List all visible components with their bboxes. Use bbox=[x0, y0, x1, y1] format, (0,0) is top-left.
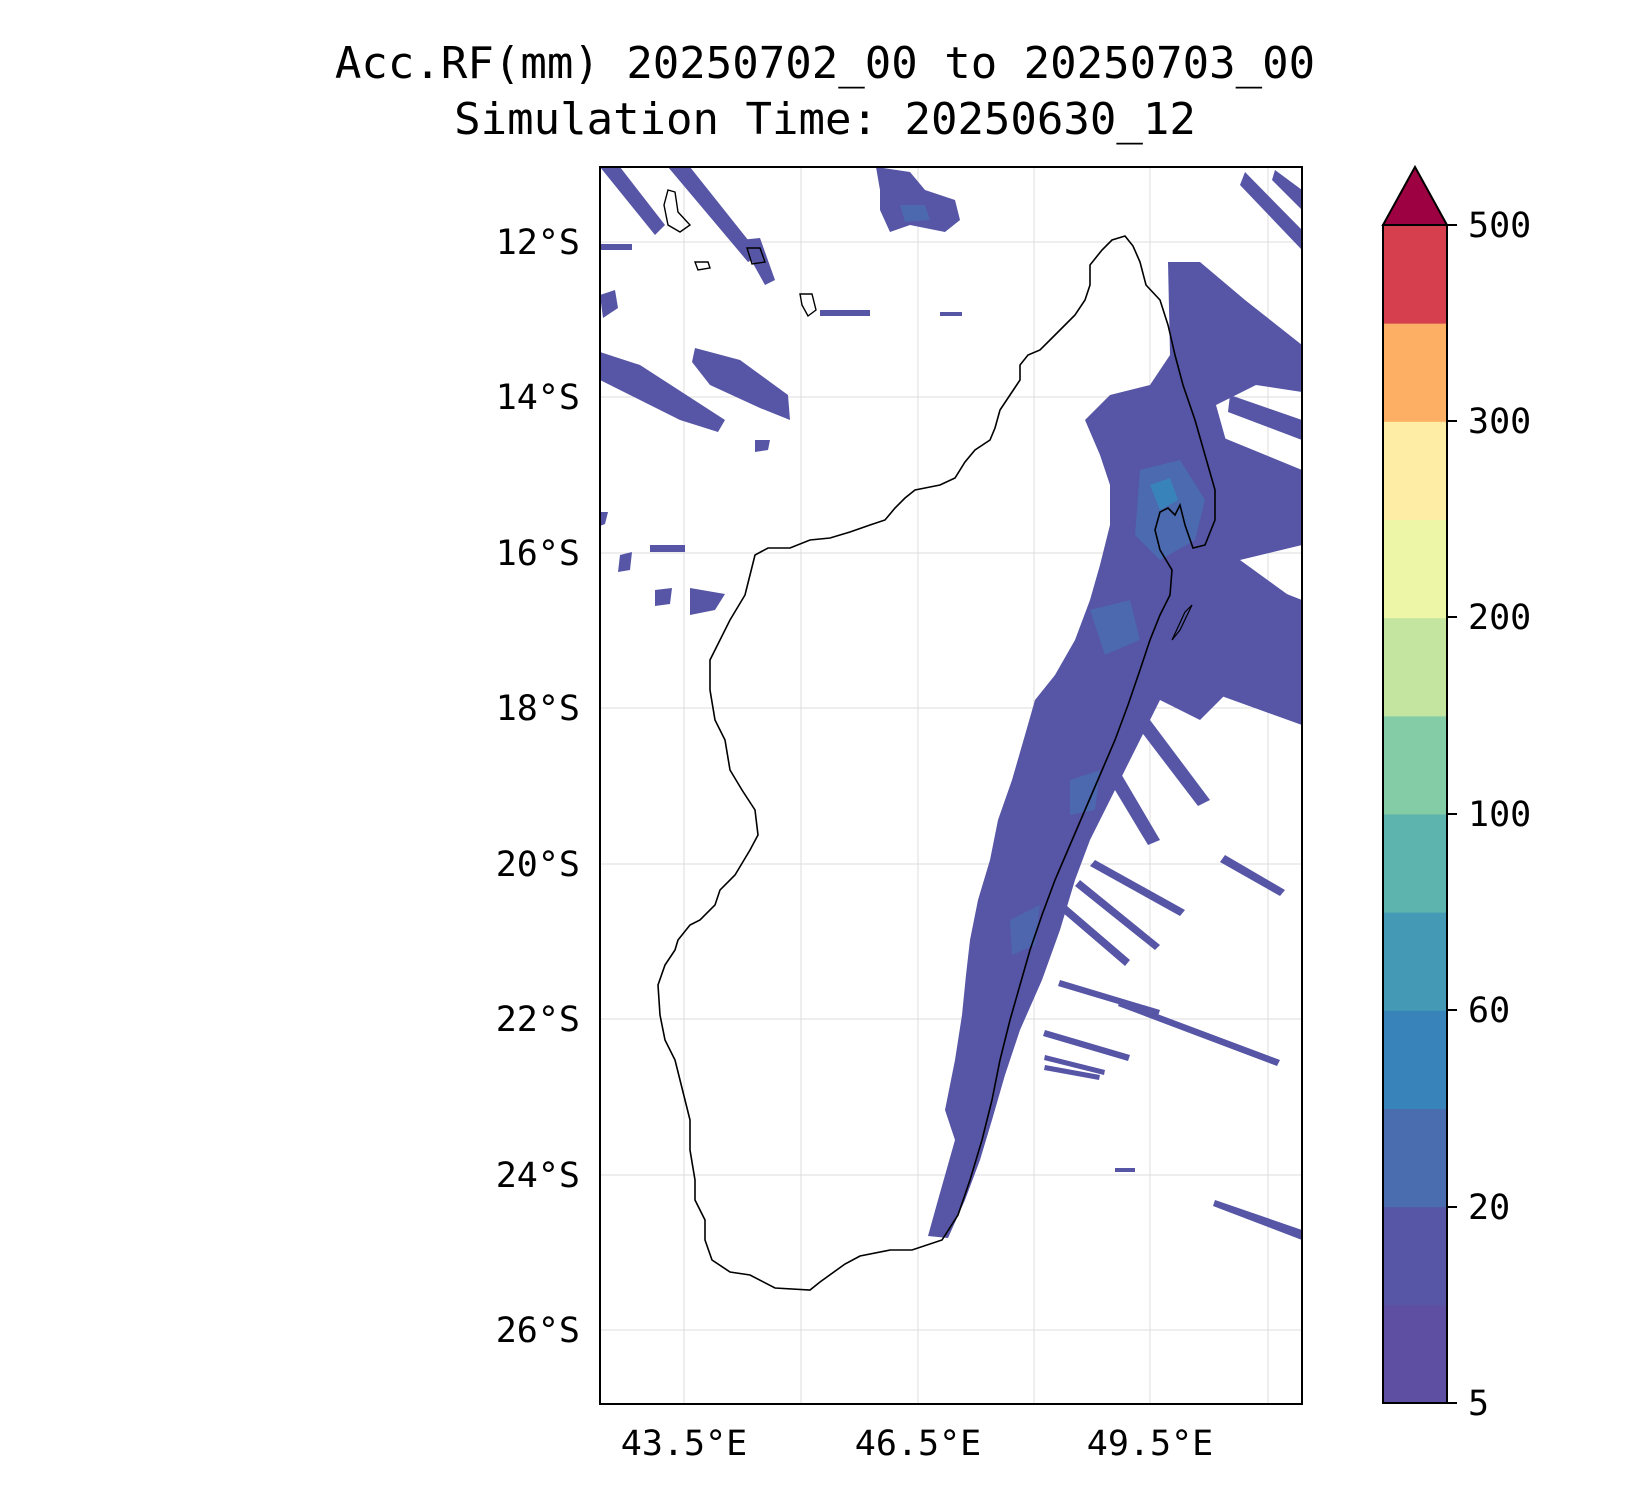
colorbar-segment-8 bbox=[1383, 519, 1447, 619]
colorbar-extend-arrow bbox=[1381, 164, 1449, 226]
rain-streaks-east bbox=[1043, 170, 1302, 1240]
lat-label-24: 24°S bbox=[496, 1156, 580, 1196]
colorbar-segment-1 bbox=[1383, 1206, 1447, 1306]
lat-labels: 12°S 14°S 16°S 18°S 20°S 22°S 24°S 26°S bbox=[496, 223, 580, 1351]
rain-blob-north bbox=[876, 167, 960, 232]
lon-label-43-5: 43.5°E bbox=[621, 1424, 747, 1464]
cbar-label-500: 500 bbox=[1468, 206, 1531, 246]
lon-label-46-5: 46.5°E bbox=[855, 1424, 981, 1464]
rainfall-field bbox=[600, 167, 1302, 1240]
lat-label-16: 16°S bbox=[496, 534, 580, 574]
lon-label-49-5: 49.5°E bbox=[1087, 1424, 1213, 1464]
lat-label-12: 12°S bbox=[496, 223, 580, 263]
rain-streaks-west bbox=[600, 167, 962, 615]
rain-cell-3 bbox=[1090, 600, 1140, 655]
comoros-islands bbox=[663, 189, 817, 318]
colorbar-segments bbox=[1383, 225, 1447, 1404]
lat-label-22: 22°S bbox=[496, 1000, 580, 1040]
colorbar-segment-3 bbox=[1383, 1010, 1447, 1109]
map-frame bbox=[599, 166, 1303, 1405]
colorbar-segment-2 bbox=[1383, 1108, 1447, 1208]
rain-band-east bbox=[928, 262, 1302, 1238]
cbar-label-60: 60 bbox=[1468, 991, 1510, 1031]
colorbar-segment-11 bbox=[1383, 225, 1447, 324]
colorbar-segment-0 bbox=[1383, 1304, 1447, 1404]
cbar-label-200: 200 bbox=[1468, 598, 1531, 638]
colorbar-segment-5 bbox=[1383, 814, 1447, 913]
colorbar-segment-9 bbox=[1383, 421, 1447, 520]
colorbar: 500 300 200 100 60 20 5 bbox=[1381, 164, 1531, 1424]
map-subtitle: Simulation Time: 20250630_12 bbox=[454, 94, 1196, 145]
rain-cell-2 bbox=[1150, 478, 1178, 510]
colorbar-segment-7 bbox=[1383, 617, 1447, 717]
cbar-label-5: 5 bbox=[1468, 1384, 1489, 1424]
colorbar-segment-4 bbox=[1383, 912, 1447, 1011]
lat-label-18: 18°S bbox=[496, 689, 580, 729]
madagascar-coastline bbox=[657, 235, 1216, 1291]
colorbar-labels: 500 300 200 100 60 20 5 bbox=[1468, 206, 1531, 1424]
cbar-label-300: 300 bbox=[1468, 402, 1531, 442]
rain-cell-4 bbox=[1070, 770, 1100, 815]
cbar-label-20: 20 bbox=[1468, 1188, 1510, 1228]
colorbar-segment-6 bbox=[1383, 715, 1447, 815]
lon-labels: 43.5°E 46.5°E 49.5°E bbox=[621, 1424, 1213, 1464]
lat-label-14: 14°S bbox=[496, 378, 580, 418]
map-title: Acc.RF(mm) 20250702_00 to 20250703_00 bbox=[334, 38, 1316, 89]
island-sainte-marie bbox=[1171, 604, 1193, 641]
lat-label-26: 26°S bbox=[496, 1311, 580, 1351]
rain-blob-north-core bbox=[900, 205, 930, 222]
colorbar-ticks bbox=[1447, 224, 1457, 1404]
lat-label-20: 20°S bbox=[496, 845, 580, 885]
cbar-label-100: 100 bbox=[1468, 795, 1531, 835]
colorbar-segment-10 bbox=[1383, 323, 1447, 422]
